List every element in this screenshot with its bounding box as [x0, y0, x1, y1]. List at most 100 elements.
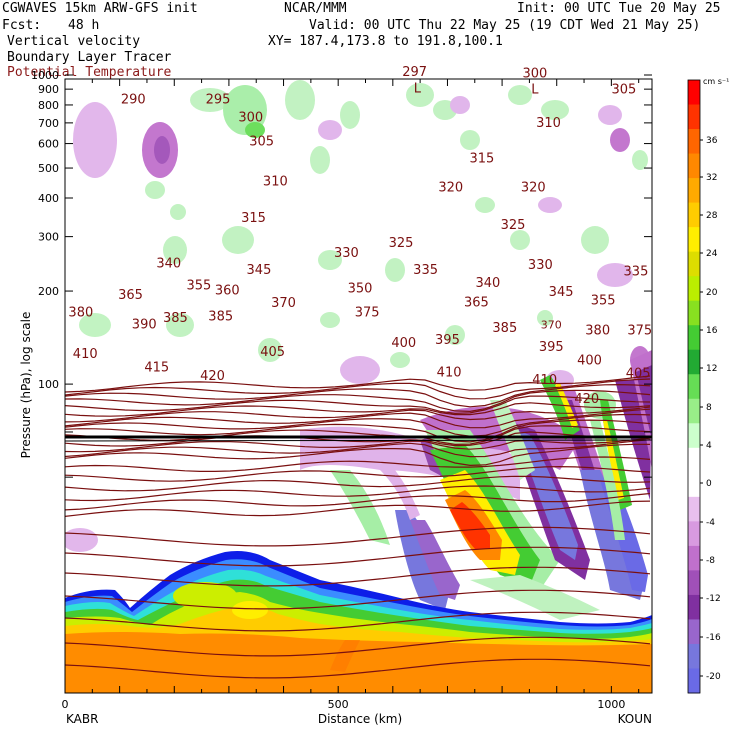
theta-contour	[65, 526, 651, 547]
theta-label: 350	[348, 282, 373, 297]
theta-label: 335	[413, 263, 438, 278]
colorbar-tick-label: 12	[706, 364, 717, 374]
theta-label: 355	[186, 279, 211, 294]
y-tick-label: 600	[38, 138, 59, 151]
theta-label: 380	[585, 324, 610, 339]
theta-contour	[65, 492, 651, 511]
colorbar-tick-label: 24	[706, 249, 718, 259]
colorbar-band	[688, 496, 700, 522]
colorbar-tick-label: 16	[706, 326, 718, 336]
colorbar-band	[688, 251, 700, 277]
theta-contour	[65, 383, 651, 408]
theta-label: 380	[68, 305, 93, 320]
theta-contour	[65, 475, 651, 492]
theta-contour	[65, 546, 651, 567]
theta-contour	[65, 500, 651, 517]
colorbar-tick-label: 36	[706, 136, 718, 146]
theta-contour	[65, 419, 651, 443]
y-tick-label: 400	[38, 192, 59, 205]
theta-contour	[65, 395, 651, 415]
x-tick-label: 0	[62, 698, 69, 711]
theta-contour	[65, 566, 651, 587]
low-marker: L	[414, 82, 422, 97]
colorbar-tick-label: 4	[706, 441, 712, 451]
fcst-value: 48 h	[68, 18, 100, 33]
colorbar-band	[688, 202, 700, 228]
colorbar-tick-label: 8	[706, 403, 712, 413]
theta-contour	[65, 456, 651, 472]
y-tick-label: 800	[38, 99, 59, 112]
colorbar-tick-label: 0	[706, 479, 712, 489]
y-axis-title: Pressure (hPa), log scale	[19, 312, 33, 459]
theta-label: 405	[626, 367, 651, 382]
theta-contour	[65, 658, 651, 679]
theta-contour	[65, 636, 651, 657]
x-tick-label: 1000	[597, 698, 625, 711]
colorbar-band	[688, 178, 700, 204]
theta-label: 300	[522, 66, 547, 81]
colorbar-band	[688, 276, 700, 302]
theta-label: 310	[536, 116, 561, 131]
theta-label: 325	[389, 236, 414, 251]
colorbar-tick-label: 20	[706, 288, 718, 298]
colorbar-units: cm s⁻¹	[703, 77, 729, 86]
theta-label: 420	[200, 369, 225, 384]
theta-label: 340	[475, 276, 500, 291]
colorbar-tick-label: -4	[706, 518, 715, 528]
theta-label: 405	[260, 345, 285, 360]
y-tick-label: 700	[38, 117, 59, 130]
plot-frame	[64, 78, 653, 694]
theta-label: 340	[156, 257, 181, 272]
theta-label: 385	[163, 311, 188, 326]
y-tick-label: 1000	[31, 69, 59, 82]
y-tick-label: 900	[38, 83, 59, 96]
theta-contour	[65, 431, 651, 447]
theta-contours	[65, 375, 651, 679]
colorbar-frame	[687, 79, 701, 694]
colorbar-tick-label: -8	[706, 556, 715, 566]
organization: NCAR/MMM	[284, 1, 347, 16]
theta-label: 390	[132, 318, 157, 333]
colorbar-band	[688, 668, 700, 694]
y-tick-label: 500	[38, 162, 59, 175]
init-time: Init: 00 UTC Tue 20 May 25	[517, 1, 721, 16]
theta-label: 370	[271, 296, 296, 311]
colorbar-band	[688, 349, 700, 375]
colorbar-band	[688, 398, 700, 424]
theta-label: 365	[118, 288, 143, 303]
colorbar-band	[688, 643, 700, 669]
theta-label: 320	[438, 180, 463, 195]
theta-contour	[65, 589, 651, 610]
theta-label: 385	[492, 321, 517, 336]
endpoint-left: KABR	[66, 712, 98, 726]
x-axis: 0 500 1000	[62, 79, 640, 711]
theta-label: 400	[391, 336, 416, 351]
theta-contour	[65, 437, 651, 453]
theta-label: 410	[437, 365, 462, 380]
theta-label: 300	[238, 110, 263, 125]
low-marker: L	[531, 82, 539, 97]
theta-label: 305	[249, 134, 274, 149]
theta-contour	[65, 611, 651, 632]
colorbar-band	[688, 545, 700, 571]
theta-label: 325	[501, 218, 526, 233]
theta-contour	[65, 443, 651, 467]
theta-contour	[65, 465, 651, 482]
theta-label: 365	[464, 296, 489, 311]
theta-label: 330	[528, 258, 553, 273]
colorbar-band	[688, 521, 700, 547]
colorbar: 36 32 28 24 20 16 12 8 4 0 -4 -8 -12 -16 -20	[687, 79, 721, 694]
colorbar-tick-label: -16	[706, 633, 721, 643]
colorbar-band	[688, 374, 700, 400]
theta-contour	[65, 389, 651, 413]
x-tick-label: 500	[328, 698, 349, 711]
theta-label: 305	[612, 82, 637, 97]
theta-label: 395	[539, 340, 564, 355]
theta-label: 395	[435, 333, 460, 348]
theta-label: 315	[469, 152, 494, 167]
y-tick-label: 300	[38, 231, 59, 244]
colorbar-band	[688, 80, 700, 106]
